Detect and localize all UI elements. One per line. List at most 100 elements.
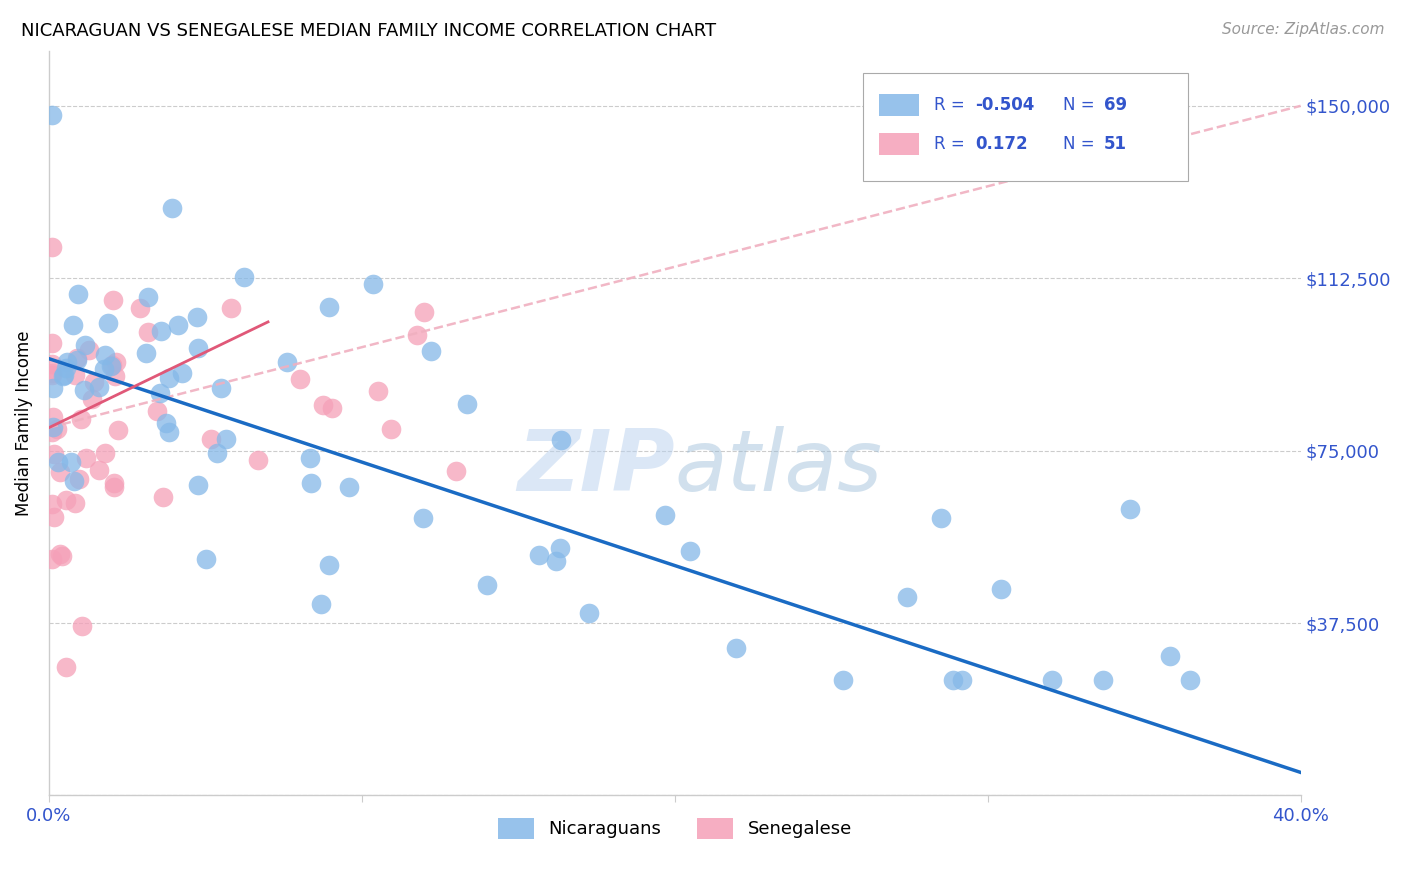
Point: [247, 453, 270, 467]
Point: [318, 558, 340, 573]
Point: [413, 305, 436, 319]
Text: NICARAGUAN VS SENEGALESE MEDIAN FAMILY INCOME CORRELATION CHART: NICARAGUAN VS SENEGALESE MEDIAN FAMILY I…: [21, 22, 716, 40]
Y-axis label: Median Family Income: Median Family Income: [15, 330, 32, 516]
Point: [361, 277, 384, 291]
Point: [136, 325, 159, 339]
Point: [832, 673, 855, 688]
Point: [195, 551, 218, 566]
FancyBboxPatch shape: [862, 73, 1188, 181]
Point: [100, 359, 122, 373]
Point: [93, 362, 115, 376]
Point: [53, 368, 76, 382]
Point: [67, 472, 90, 486]
Point: [186, 310, 208, 324]
Point: [66, 352, 89, 367]
Text: R =: R =: [934, 96, 970, 114]
Point: [103, 476, 125, 491]
Point: [105, 354, 128, 368]
Point: [1159, 649, 1181, 664]
Point: [128, 301, 150, 315]
Point: [157, 371, 180, 385]
Point: [75, 337, 97, 351]
Point: [49, 465, 72, 479]
Point: [1119, 502, 1142, 516]
Point: [41, 357, 63, 371]
Point: [276, 355, 298, 369]
Point: [41, 496, 63, 510]
Point: [929, 510, 952, 524]
Point: [75, 450, 97, 465]
Point: [42, 447, 65, 461]
Point: [101, 359, 124, 373]
Point: [311, 398, 333, 412]
Text: atlas: atlas: [675, 426, 883, 509]
Point: [41, 366, 63, 380]
Text: ZIP: ZIP: [517, 426, 675, 509]
Point: [149, 324, 172, 338]
Point: [41, 108, 63, 122]
Point: [318, 300, 340, 314]
Point: [406, 327, 429, 342]
Point: [942, 673, 965, 688]
Point: [93, 348, 115, 362]
Point: [679, 544, 702, 558]
Bar: [879, 133, 920, 155]
Point: [337, 480, 360, 494]
Point: [309, 597, 332, 611]
Point: [41, 368, 63, 383]
Point: [94, 446, 117, 460]
Point: [103, 479, 125, 493]
Point: [290, 372, 312, 386]
Point: [55, 361, 77, 376]
Point: [41, 552, 63, 566]
Point: [548, 541, 571, 555]
Point: [136, 290, 159, 304]
Text: -0.504: -0.504: [976, 96, 1035, 114]
Point: [48, 547, 70, 561]
Point: [162, 201, 184, 215]
Point: [63, 368, 86, 383]
Point: [200, 432, 222, 446]
Point: [46, 455, 69, 469]
Point: [456, 397, 478, 411]
Point: [367, 384, 389, 398]
Point: [149, 386, 172, 401]
Point: [104, 369, 127, 384]
Point: [321, 401, 343, 416]
Point: [51, 549, 73, 563]
Text: 51: 51: [1104, 135, 1128, 153]
Point: [219, 301, 242, 315]
Point: [205, 445, 228, 459]
Text: N =: N =: [1063, 135, 1099, 153]
Point: [1042, 673, 1064, 688]
Legend: Nicaraguans, Senegalese: Nicaraguans, Senegalese: [491, 811, 859, 846]
Point: [107, 423, 129, 437]
Point: [66, 286, 89, 301]
Point: [233, 270, 256, 285]
Bar: [879, 94, 920, 116]
Point: [412, 511, 434, 525]
Point: [990, 582, 1012, 597]
Point: [172, 366, 194, 380]
Point: [89, 380, 111, 394]
Point: [135, 345, 157, 359]
Point: [380, 422, 402, 436]
Point: [654, 508, 676, 523]
Point: [63, 474, 86, 488]
Point: [578, 606, 600, 620]
Text: Source: ZipAtlas.com: Source: ZipAtlas.com: [1222, 22, 1385, 37]
Point: [529, 549, 551, 563]
Point: [896, 591, 918, 605]
Point: [80, 392, 103, 406]
Text: 69: 69: [1104, 96, 1128, 114]
Point: [52, 368, 75, 383]
Text: 0.172: 0.172: [976, 135, 1028, 153]
Point: [97, 316, 120, 330]
Point: [41, 420, 63, 434]
Text: N =: N =: [1063, 96, 1099, 114]
Point: [41, 335, 63, 350]
Point: [157, 425, 180, 439]
Point: [70, 411, 93, 425]
Point: [42, 381, 65, 395]
Point: [420, 344, 443, 359]
